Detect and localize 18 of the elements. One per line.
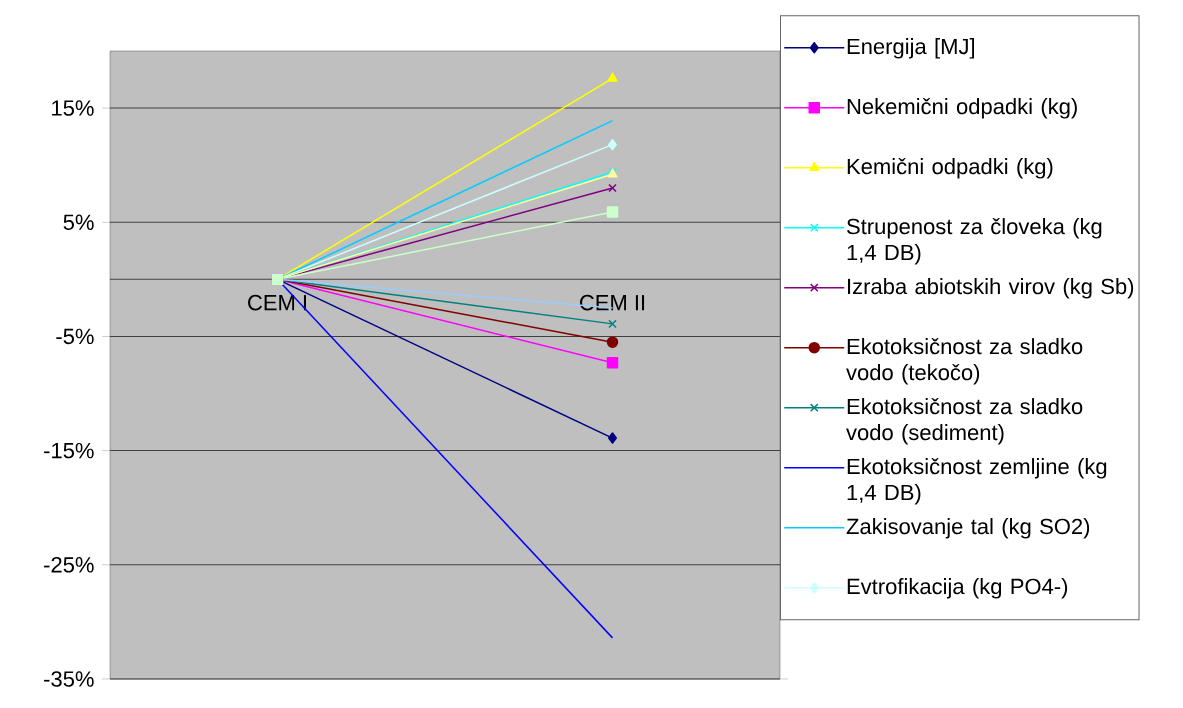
y-tick-label: 5% [63,214,94,230]
y-tick-label: -15% [44,442,94,459]
y-tick-label: -35% [44,671,94,687]
legend-label: Energija [MJ] [847,38,975,59]
y-tick-label: -5% [56,328,94,345]
legend-label: Ekotoksičnost zemljine (kg 1,4 DB) [847,458,1107,505]
y-tick-label: 15% [52,100,94,116]
y-tick-label: -25% [44,557,94,573]
legend-label: Strupenost za človeka (kg 1,4 DB) [847,218,1102,265]
x-tick-label: CEM I [248,294,307,311]
x-tick-label: CEM II [580,294,645,311]
legend-label: Izraba abiotskih virov (kg Sb) [848,278,1134,299]
legend-label: Ekotoksičnost za sladko vodo (tekočo) [846,338,1083,385]
legend-label: Zakisovanje tal (kg SO2) [846,518,1090,539]
legend-label: Evtrofikacija (kg PO4-) [847,578,1068,599]
legend-label: Ekotoksičnost za sladko vodo (sediment) [846,398,1083,445]
legend-label: Nekemični odpadki (kg) [847,98,1077,119]
legend-label: Kemični odpadki (kg) [847,158,1053,179]
